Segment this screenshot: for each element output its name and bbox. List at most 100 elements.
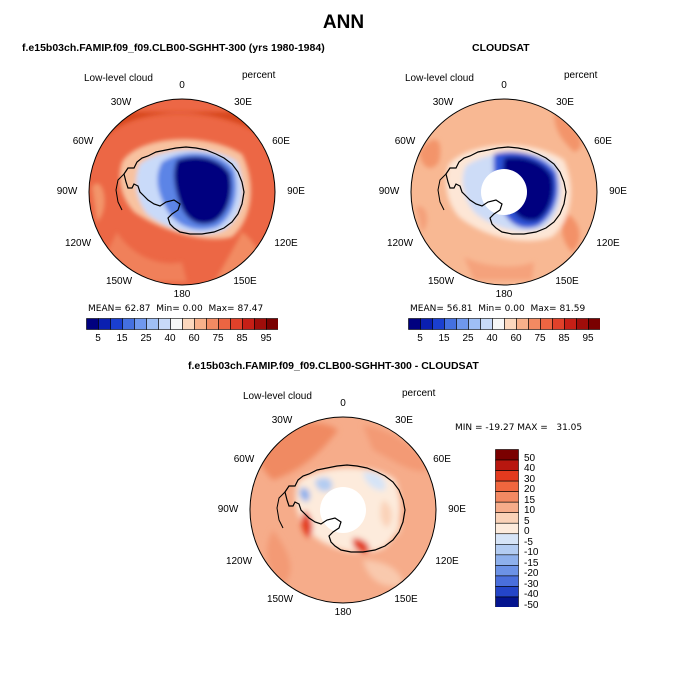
- colorbar-swatch: [432, 318, 445, 330]
- colorbar-swatch: [420, 318, 433, 330]
- obs-lon-90w: 90W: [378, 186, 400, 197]
- diff-map-border: [249, 416, 437, 604]
- obs-colorbar: [408, 318, 600, 330]
- diff-lon-90w: 90W: [217, 504, 239, 515]
- diff-cbar-tick: 0: [524, 526, 530, 537]
- colorbar-swatch: [266, 318, 278, 330]
- colorbar-swatch: [576, 318, 589, 330]
- model-lon-150w: 150W: [105, 276, 133, 287]
- model-variable-label: Low-level cloud: [84, 73, 153, 84]
- colorbar-swatch: [495, 596, 519, 607]
- colorbar-swatch: [254, 318, 267, 330]
- obs-polar-gap: [481, 169, 527, 215]
- colorbar-swatch: [146, 318, 159, 330]
- colorbar-swatch: [495, 491, 519, 503]
- model-lon-60e: 60E: [272, 136, 290, 147]
- colorbar-swatch: [495, 501, 519, 514]
- diff-cbar-tick: -20: [524, 568, 539, 579]
- model-lon-90w: 90W: [56, 186, 78, 197]
- obs-panel-title: CLOUDSAT: [472, 42, 530, 54]
- colorbar-swatch: [86, 318, 99, 330]
- colorbar-swatch: [540, 318, 553, 330]
- colorbar-swatch: [528, 318, 541, 330]
- model-units-label: percent: [242, 70, 276, 81]
- colorbar-swatch: [242, 318, 255, 330]
- diff-colorbar: [495, 449, 519, 607]
- colorbar-swatch: [408, 318, 421, 330]
- diff-cbar-tick: 50: [524, 453, 536, 464]
- obs-lon-90e: 90E: [609, 186, 627, 197]
- obs-lon-60w: 60W: [394, 136, 416, 147]
- diff-cbar-tick: -40: [524, 589, 539, 600]
- model-cbar-tick: 5: [95, 333, 101, 344]
- diff-lon-120e: 120E: [435, 556, 459, 567]
- colorbar-swatch: [495, 522, 519, 535]
- figure-title: ANN: [322, 12, 365, 33]
- obs-cbar-tick: 75: [534, 333, 546, 344]
- colorbar-swatch: [495, 544, 519, 556]
- diff-units-label: percent: [402, 388, 436, 399]
- model-lon-0: 0: [179, 80, 185, 91]
- obs-lon-0: 0: [501, 80, 507, 91]
- diff-lon-30e: 30E: [395, 415, 413, 426]
- model-cbar-tick: 95: [260, 333, 272, 344]
- obs-cbar-tick: 95: [582, 333, 594, 344]
- colorbar-swatch: [495, 449, 519, 461]
- diff-variable-label: Low-level cloud: [243, 391, 312, 402]
- obs-cbar-tick: 40: [486, 333, 498, 344]
- colorbar-swatch: [516, 318, 529, 330]
- colorbar-swatch: [492, 318, 505, 330]
- model-lon-60w: 60W: [72, 136, 94, 147]
- diff-lon-60e: 60E: [433, 454, 451, 465]
- diff-panel-title: f.e15b03ch.FAMIP.f09_f09.CLB00-SGHHT-300…: [188, 360, 479, 372]
- model-peninsula: [115, 173, 125, 211]
- diff-cbar-tick: 10: [524, 505, 536, 516]
- obs-cbar-tick: 15: [438, 333, 450, 344]
- colorbar-swatch: [504, 318, 517, 330]
- model-panel-title: f.e15b03ch.FAMIP.f09_f09.CLB00-SGHHT-300…: [22, 42, 325, 54]
- colorbar-swatch: [588, 318, 600, 330]
- colorbar-swatch: [170, 318, 183, 330]
- obs-units-label: percent: [564, 70, 598, 81]
- diff-cbar-tick: -10: [524, 547, 539, 558]
- diff-lon-0: 0: [340, 398, 346, 409]
- diff-polar-gap: [320, 487, 366, 533]
- obs-lon-150e: 150E: [555, 276, 579, 287]
- colorbar-swatch: [444, 318, 457, 330]
- obs-lon-180: 180: [495, 289, 513, 300]
- obs-lon-60e: 60E: [594, 136, 612, 147]
- colorbar-swatch: [495, 554, 519, 566]
- colorbar-swatch: [495, 512, 519, 524]
- colorbar-swatch: [158, 318, 171, 330]
- model-coastline: [123, 146, 245, 235]
- colorbar-swatch: [495, 586, 519, 598]
- colorbar-swatch: [110, 318, 123, 330]
- model-cbar-tick: 25: [140, 333, 152, 344]
- obs-cbar-tick: 25: [462, 333, 474, 344]
- obs-lon-120e: 120E: [596, 238, 620, 249]
- colorbar-swatch: [194, 318, 207, 330]
- colorbar-swatch: [480, 318, 493, 330]
- obs-coastline: [445, 146, 567, 235]
- model-lon-120w: 120W: [64, 238, 92, 249]
- model-map-border: [88, 98, 276, 286]
- colorbar-swatch: [468, 318, 481, 330]
- colorbar-swatch: [456, 318, 469, 330]
- obs-cbar-tick: 85: [558, 333, 570, 344]
- colorbar-swatch: [98, 318, 111, 330]
- model-lon-150e: 150E: [233, 276, 257, 287]
- diff-coastline: [284, 464, 406, 553]
- colorbar-swatch: [552, 318, 565, 330]
- model-lon-90e: 90E: [287, 186, 305, 197]
- colorbar-swatch: [230, 318, 243, 330]
- colorbar-swatch: [495, 459, 519, 471]
- obs-lon-30e: 30E: [556, 97, 574, 108]
- diff-cbar-tick: 15: [524, 495, 536, 506]
- model-lon-120e: 120E: [274, 238, 298, 249]
- colorbar-swatch: [495, 575, 519, 587]
- colorbar-swatch: [134, 318, 147, 330]
- diff-map: [249, 416, 437, 604]
- model-map: [88, 98, 276, 286]
- obs-variable-label: Low-level cloud: [405, 73, 474, 84]
- diff-peninsula: [276, 491, 286, 529]
